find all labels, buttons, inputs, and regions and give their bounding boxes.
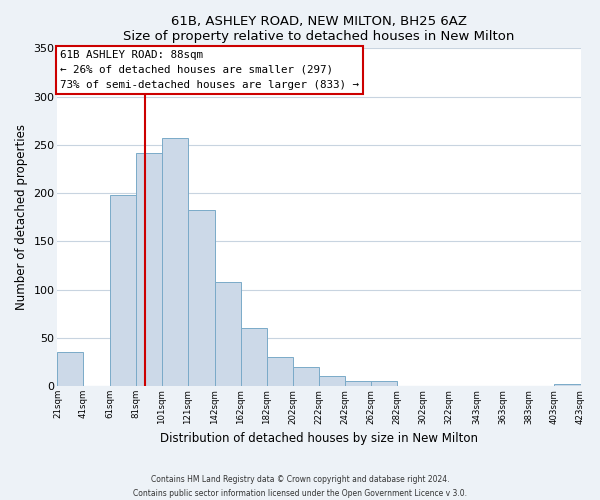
Bar: [136, 154, 161, 386]
Bar: [267, 357, 293, 386]
Bar: [241, 328, 267, 386]
Text: Contains HM Land Registry data © Crown copyright and database right 2024.
Contai: Contains HM Land Registry data © Crown c…: [133, 476, 467, 498]
Title: 61B, ASHLEY ROAD, NEW MILTON, BH25 6AZ
Size of property relative to detached hou: 61B, ASHLEY ROAD, NEW MILTON, BH25 6AZ S…: [123, 15, 515, 43]
Bar: [554, 384, 581, 386]
Bar: [293, 366, 319, 386]
Bar: [161, 138, 188, 386]
Bar: [345, 381, 371, 386]
Bar: [371, 381, 397, 386]
Bar: [58, 352, 83, 386]
Y-axis label: Number of detached properties: Number of detached properties: [15, 124, 28, 310]
Bar: [215, 282, 241, 386]
Bar: [188, 210, 215, 386]
X-axis label: Distribution of detached houses by size in New Milton: Distribution of detached houses by size …: [160, 432, 478, 445]
Bar: [110, 195, 136, 386]
Bar: [319, 376, 345, 386]
Text: 61B ASHLEY ROAD: 88sqm
← 26% of detached houses are smaller (297)
73% of semi-de: 61B ASHLEY ROAD: 88sqm ← 26% of detached…: [60, 50, 359, 90]
